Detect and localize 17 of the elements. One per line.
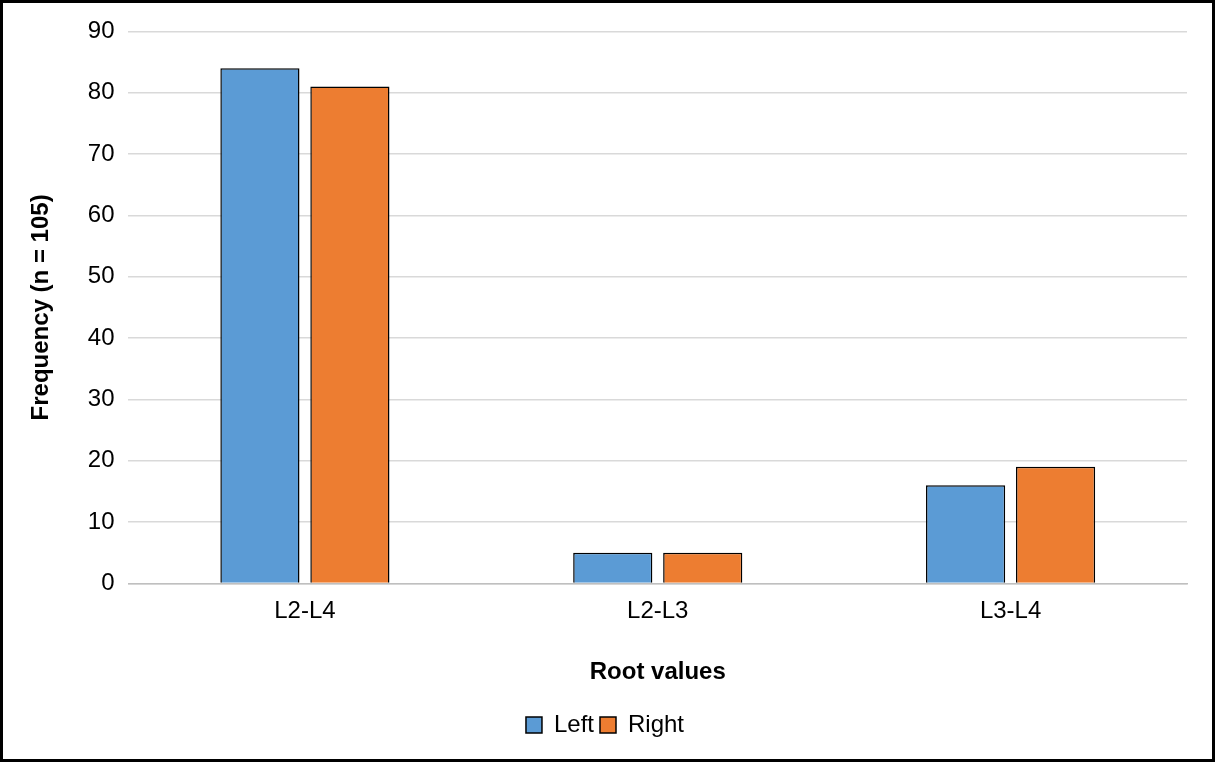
- y-tick-label: 70: [87, 138, 115, 166]
- y-tick-label: 90: [87, 16, 115, 44]
- y-tick-label: 20: [87, 445, 115, 473]
- y-tick-label: 50: [87, 261, 115, 289]
- y-tick-label: 0: [101, 568, 115, 596]
- legend-label: Right: [628, 709, 685, 737]
- y-tick-label: 60: [87, 200, 115, 228]
- y-tick-label: 30: [87, 384, 115, 412]
- y-tick-label: 80: [87, 77, 115, 105]
- y-tick-label: 40: [87, 322, 115, 350]
- x-tick-label: L2-L3: [627, 596, 689, 624]
- y-axis-title: Frequency (n = 105): [26, 194, 54, 421]
- y-tick-label: 10: [87, 506, 115, 534]
- x-tick-label: L2-L4: [274, 596, 336, 624]
- legend-label: Left: [553, 709, 595, 737]
- x-tick-label: L3-L4: [979, 596, 1042, 624]
- x-axis-title: Root values: [589, 657, 726, 685]
